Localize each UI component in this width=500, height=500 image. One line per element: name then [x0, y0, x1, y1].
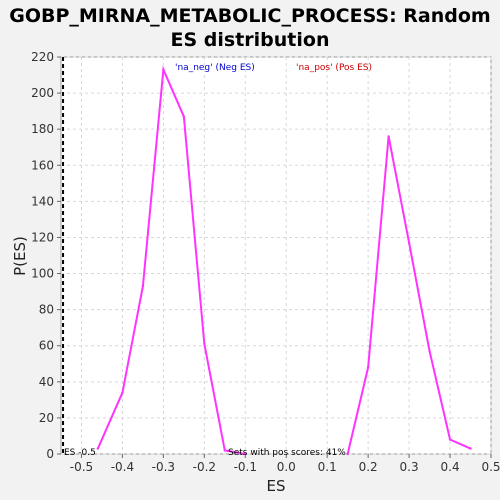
- data-series: [96, 65, 472, 456]
- legend-pos: 'na_pos' (Pos ES): [296, 63, 372, 73]
- y-tick-label: 60: [39, 339, 54, 353]
- es-annotation: ES -0.5: [64, 448, 96, 458]
- x-tick-label: 0.0: [277, 460, 296, 474]
- data-point-neg: [244, 452, 247, 456]
- chart-title-line-1: GOBP_MIRNA_METABOLIC_PROCESS: Random: [9, 5, 491, 27]
- y-tick-label: 0: [46, 447, 54, 461]
- axis-ticks: 0 20 40 60 80 100 120 140 160 180 200 220 -0.5 -0.4 -0…: [31, 50, 500, 474]
- x-axis-label: ES: [267, 477, 286, 495]
- sets-annotation: Sets with pos scores: 41%: [228, 448, 346, 458]
- x-tick-label: 0.4: [441, 460, 460, 474]
- data-point-pos: [448, 438, 452, 441]
- data-point-pos: [346, 452, 349, 456]
- data-point-pos: [387, 135, 390, 138]
- series-line-neg: [96, 65, 246, 455]
- y-tick-label: 40: [39, 375, 54, 389]
- y-tick-label: 200: [31, 86, 54, 100]
- y-tick-label: 20: [39, 411, 54, 425]
- x-tick-label: 0.2: [359, 460, 378, 474]
- data-point-neg: [182, 115, 186, 118]
- data-point-pos: [366, 366, 370, 369]
- x-tick-label: -0.4: [111, 460, 134, 474]
- x-tick-label: -0.2: [193, 460, 216, 474]
- y-axis-label: P(ES): [11, 236, 29, 276]
- x-tick-label: 0.3: [400, 460, 419, 474]
- data-point-pos: [428, 349, 431, 353]
- y-tick-label: 80: [39, 303, 54, 317]
- y-tick-label: 160: [31, 158, 54, 172]
- x-tick-label: -0.1: [234, 460, 257, 474]
- data-point-neg: [121, 391, 124, 394]
- y-tick-label: 120: [31, 230, 54, 244]
- y-tick-label: 220: [31, 50, 54, 64]
- x-tick-label: 0.1: [318, 460, 337, 474]
- plot-area: [60, 56, 492, 455]
- data-point-neg: [162, 68, 165, 71]
- legend-neg: 'na_neg' (Neg ES): [175, 63, 255, 73]
- x-tick-label: 0.5: [481, 460, 500, 474]
- data-point-neg: [96, 447, 100, 450]
- y-tick-label: 180: [31, 122, 54, 136]
- y-tick-label: 100: [31, 267, 54, 281]
- chart-title-line-2: ES distribution: [170, 29, 330, 51]
- x-tick-label: -0.3: [152, 460, 175, 474]
- y-tick-label: 140: [31, 194, 54, 208]
- data-point-pos: [469, 447, 472, 450]
- data-point-neg: [203, 342, 206, 346]
- data-point-pos: [407, 241, 411, 245]
- chart-title: GOBP_MIRNA_METABOLIC_PROCESS: Random ES …: [0, 4, 500, 52]
- data-point-neg: [141, 284, 145, 288]
- x-tick-label: -0.5: [70, 460, 93, 474]
- data-point-neg: [223, 449, 227, 452]
